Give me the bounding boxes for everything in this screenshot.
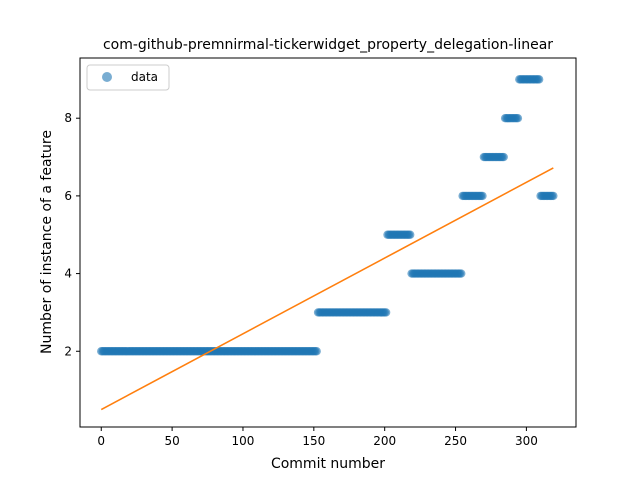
trend-line (100, 167, 554, 411)
y-tick-label: 8 (64, 111, 72, 125)
data-point (478, 191, 487, 201)
chart-title: com-github-premnirmal-tickerwidget_prope… (103, 37, 553, 53)
x-tick-label: 100 (232, 434, 255, 448)
y-tick-label: 2 (64, 344, 72, 358)
y-tick-label: 4 (64, 267, 72, 281)
x-tick-label: 250 (444, 434, 467, 448)
x-tick-label: 200 (373, 434, 396, 448)
legend: data (86, 64, 170, 91)
x-axis-label: Commit number (271, 456, 385, 472)
data-point (381, 308, 391, 317)
data-point (549, 191, 558, 201)
x-tick-label: 300 (515, 434, 538, 448)
x-tick-label: 150 (302, 434, 325, 448)
data-point (457, 269, 466, 278)
data-point (534, 75, 544, 84)
data-point (513, 114, 523, 123)
legend-label: data (131, 70, 158, 84)
legend-box (86, 64, 170, 91)
x-tick-label: 50 (164, 434, 179, 448)
data-point (499, 152, 508, 162)
plot-frame (79, 57, 577, 428)
data-point (312, 347, 321, 356)
y-tick-label: 6 (64, 189, 72, 203)
y-axis-label: Number of instance of a feature (39, 130, 55, 354)
x-tick-label: 0 (97, 434, 105, 448)
legend-marker (102, 72, 112, 82)
data-point (405, 230, 415, 239)
